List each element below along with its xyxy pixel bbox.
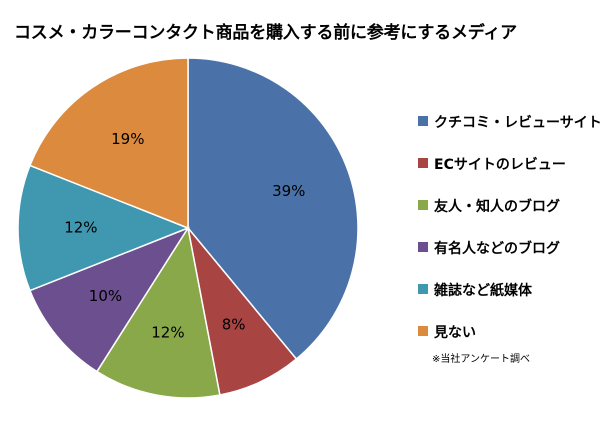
legend-item-4: 雑誌など紙媒体 [418,280,602,322]
legend-label-1: ECサイトのレビュー [434,157,566,173]
legend-item-5: 見ない [418,322,602,364]
legend-swatch-5 [418,326,428,336]
chart-title: コスメ・カラーコンタクト商品を購入する前に参考にするメディア [14,23,517,43]
legend-label-0: クチコミ・レビューサイト [434,115,602,131]
legend-label-4: 雑誌など紙媒体 [434,283,532,299]
source-note: ※当社アンケート調べ [432,354,530,365]
pie-slice-2 [95,225,221,399]
legend-swatch-4 [418,284,428,294]
legend-swatch-3 [418,242,428,252]
legend-swatch-2 [418,200,428,210]
slice-value-label-2: 12% [151,324,184,342]
legend-item-0: クチコミ・レビューサイト [418,112,602,154]
legend-item-1: ECサイトのレビュー [418,154,602,196]
legend: クチコミ・レビューサイト ECサイトのレビュー 友人・知人のブログ 有名人などのブログ… [418,112,602,364]
pie-slice-0 [187,57,359,361]
legend-swatch-0 [418,116,428,126]
slice-value-label-0: 39% [272,182,305,200]
legend-label-3: 有名人などのブログ [434,241,560,257]
pie-slice-4 [17,164,191,292]
pie-slice-5 [28,57,189,230]
legend-swatch-1 [418,158,428,168]
legend-item-2: 友人・知人のブログ [418,196,602,238]
slice-value-label-3: 10% [89,287,122,305]
legend-label-2: 友人・知人のブログ [434,199,560,215]
slice-value-label-5: 19% [111,130,144,148]
legend-item-3: 有名人などのブログ [418,238,602,280]
slice-value-label-1: 8% [222,315,246,333]
legend-label-5: 見ない [434,325,476,341]
pie-slice-3 [28,226,190,373]
slice-value-label-4: 12% [64,219,97,237]
